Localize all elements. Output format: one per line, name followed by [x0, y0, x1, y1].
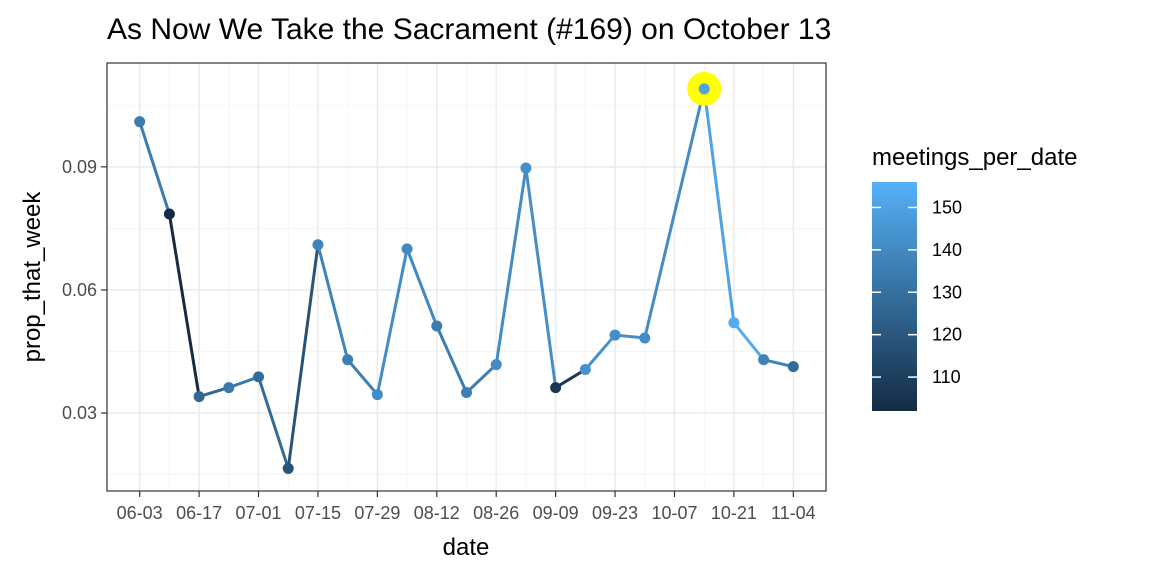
series-line-segment: [257, 375, 290, 470]
legend-tick-label: 120: [932, 325, 962, 345]
series-line-segment: [643, 87, 706, 340]
series-line-segment: [524, 166, 558, 390]
data-point: [312, 239, 324, 251]
x-tick-label: 10-07: [651, 503, 697, 523]
legend-ticks: 110 120 130 140 150: [872, 197, 962, 387]
x-axis: 06-03 06-17 07-01 07-15 07-29 08-12 08-26 09-09…: [117, 491, 816, 523]
series-line-segment: [405, 247, 439, 328]
legend-tick-label: 110: [932, 367, 961, 387]
data-point: [282, 462, 294, 474]
chart-title: As Now We Take the Sacrament (#169) on O…: [107, 13, 831, 46]
series-line-segment: [167, 212, 201, 399]
series-lines: [138, 87, 795, 470]
legend-tick-label: 140: [932, 240, 962, 260]
y-tick-label: 0.03: [62, 403, 97, 423]
data-point: [520, 162, 532, 174]
series-line-segment: [583, 333, 617, 372]
data-point: [490, 359, 502, 371]
series-line-segment: [346, 358, 379, 397]
grid-minor: [107, 63, 826, 491]
data-point: [163, 208, 175, 220]
x-tick-label: 07-15: [295, 503, 341, 523]
y-tick-label: 0.09: [62, 157, 97, 177]
series-line-segment: [465, 363, 498, 395]
x-tick-label: 06-17: [176, 503, 222, 523]
x-tick-label: 11-04: [771, 503, 816, 523]
x-tick-label: 08-12: [414, 503, 460, 523]
data-point: [431, 320, 443, 332]
x-tick-label: 07-29: [354, 503, 400, 523]
legend-title: meetings_per_date: [872, 144, 1077, 171]
series-line-segment: [702, 87, 736, 325]
legend-tick-label: 130: [932, 282, 962, 302]
data-point: [609, 329, 621, 341]
series-line-segment: [494, 166, 528, 367]
series-line-segment: [286, 243, 320, 470]
series-line-segment: [375, 247, 409, 397]
x-tick-label: 08-26: [473, 503, 519, 523]
series-line-segment: [554, 368, 587, 390]
data-point: [342, 354, 354, 366]
y-axis: 0.03 0.06 0.09: [62, 157, 107, 423]
data-point: [134, 116, 146, 128]
x-tick-label: 09-23: [592, 503, 638, 523]
data-point: [787, 361, 799, 373]
data-point: [698, 83, 710, 95]
data-point: [401, 243, 413, 255]
legend-tick-label: 150: [932, 197, 962, 217]
data-point: [579, 364, 591, 376]
legend: meetings_per_date 110 120 130 140 150: [872, 144, 1077, 411]
y-tick-label: 0.06: [62, 280, 97, 300]
series-line-segment: [435, 324, 468, 395]
data-point: [253, 371, 265, 383]
data-point: [371, 389, 383, 401]
x-tick-label: 06-03: [117, 503, 163, 523]
x-tick-label: 10-21: [711, 503, 757, 523]
series-points: [134, 83, 799, 474]
panel-border: [106, 62, 827, 492]
y-axis-title: prop_that_week: [19, 191, 46, 363]
data-point: [461, 387, 472, 399]
series-line-segment: [138, 120, 171, 216]
data-point: [728, 317, 740, 329]
series-line-segment: [316, 243, 350, 362]
x-tick-label: 07-01: [236, 503, 282, 523]
data-point: [223, 382, 235, 394]
series-line-segment: [732, 321, 766, 362]
x-tick-label: 09-09: [533, 503, 579, 523]
grid-major: [107, 63, 826, 491]
data-point: [758, 354, 770, 366]
data-point: [550, 382, 562, 394]
data-point: [639, 332, 651, 344]
data-point: [193, 391, 205, 403]
x-axis-title: date: [443, 534, 490, 561]
legend-colorbar: [872, 182, 917, 411]
